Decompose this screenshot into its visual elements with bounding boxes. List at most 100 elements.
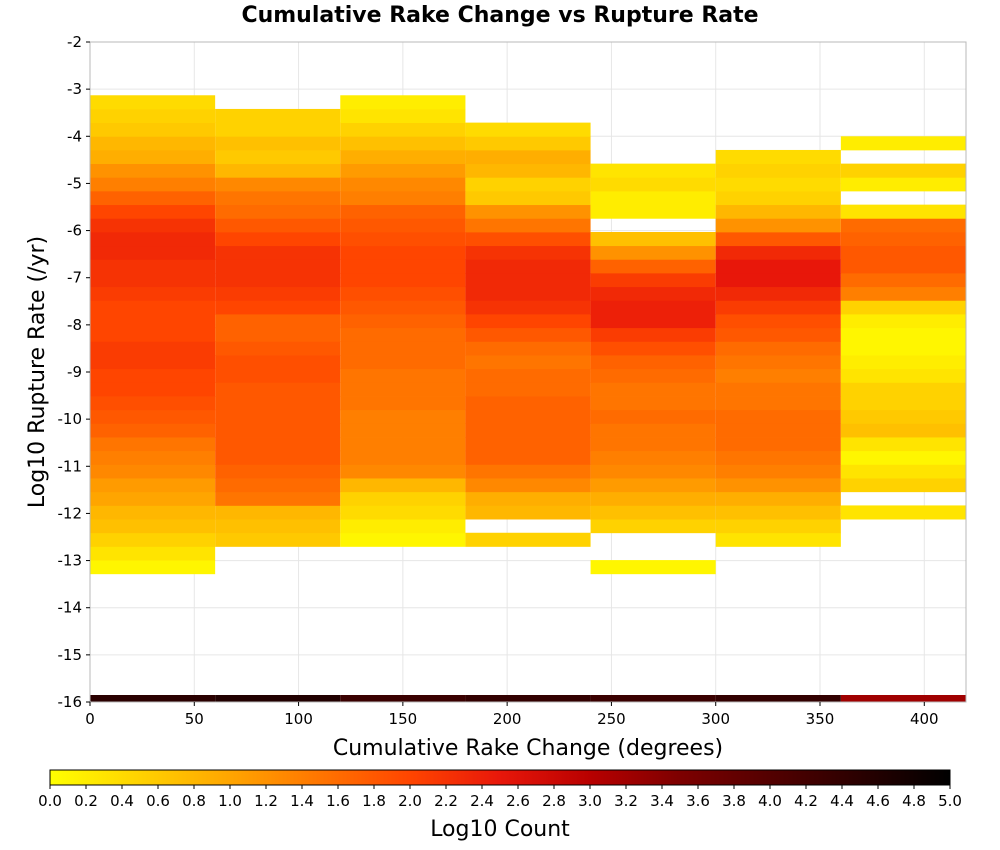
x-tick-label: 250 [597, 710, 626, 728]
heatmap-cell [465, 450, 591, 465]
heatmap-cell [715, 218, 841, 233]
heatmap-cell [465, 149, 591, 165]
heatmap-cell [715, 450, 841, 465]
heatmap-cell-bottom [340, 695, 466, 702]
heatmap-cell [715, 368, 841, 383]
heatmap-cell [715, 437, 841, 452]
heatmap-cell [90, 286, 216, 301]
heatmap-cell [840, 437, 966, 452]
heatmap-cell [465, 259, 591, 274]
heatmap-cell [90, 122, 216, 137]
heatmap-cell [215, 450, 341, 465]
heatmap-cell [590, 286, 716, 301]
heatmap-cell [840, 136, 966, 151]
heatmap-cell [590, 437, 716, 452]
heatmap-cell-bottom [215, 695, 341, 702]
heatmap-cell [465, 532, 591, 547]
colorbar-tick-label: 4.4 [830, 792, 854, 810]
heatmap-cell [90, 327, 216, 342]
heatmap-cell [840, 355, 966, 370]
heatmap-cell [715, 478, 841, 493]
heatmap-cell [590, 478, 716, 493]
heatmap-cell [215, 314, 341, 329]
heatmap-cell [340, 95, 466, 110]
heatmap-cell [465, 163, 591, 178]
heatmap-cell [340, 341, 466, 356]
heatmap-cell [590, 396, 716, 411]
heatmap-cell [590, 177, 716, 192]
heatmap-cell [90, 382, 216, 397]
heatmap-cell [215, 190, 341, 206]
y-tick-label: -16 [58, 693, 83, 711]
x-tick-label: 400 [910, 710, 939, 728]
colorbar-tick-label: 0.8 [182, 792, 206, 810]
x-tick-label: 150 [389, 710, 418, 728]
heatmap-cell [840, 464, 966, 479]
heatmap-cell [340, 464, 466, 479]
heatmap-cell [340, 218, 466, 233]
heatmap-cell [840, 382, 966, 397]
heatmap-cell [715, 532, 841, 547]
heatmap-cell [90, 409, 216, 424]
heatmap-cell [465, 478, 591, 493]
heatmap-cell [90, 108, 216, 124]
colorbar-label: Log10 Count [430, 817, 570, 842]
heatmap-cell [90, 314, 216, 329]
heatmap-cell [90, 341, 216, 356]
heatmap-cell [465, 437, 591, 452]
heatmap-cell [590, 190, 716, 206]
heatmap-cell [840, 314, 966, 329]
heatmap-cell [840, 478, 966, 493]
heatmap-cell [215, 231, 341, 247]
colorbar-tick-label: 1.8 [362, 792, 386, 810]
heatmap-cell [590, 259, 716, 274]
heatmap-cell [215, 122, 341, 137]
heatmap-cell [840, 300, 966, 315]
heatmap-cell [215, 177, 341, 192]
heatmap-cell [90, 519, 216, 534]
y-tick-label: -12 [58, 504, 83, 522]
heatmap-cell [590, 560, 716, 575]
y-tick-label: -6 [67, 222, 82, 240]
heatmap-cell [90, 149, 216, 165]
colorbar-tick-label: 3.6 [686, 792, 710, 810]
colorbar-tick-label: 4.0 [758, 792, 782, 810]
heatmap-cell [590, 409, 716, 424]
heatmap-cell [90, 464, 216, 479]
colorbar-tick-label: 2.8 [542, 792, 566, 810]
heatmap-cell [215, 423, 341, 438]
heatmap-cell [90, 245, 216, 260]
heatmap-cell [590, 341, 716, 356]
heatmap-cell [715, 341, 841, 356]
heatmap-cell [590, 163, 716, 178]
heatmap-cell [340, 478, 466, 493]
heatmap-cell [465, 327, 591, 342]
heatmap-cell [215, 505, 341, 520]
heatmap-cell [715, 355, 841, 370]
heatmap-cell [90, 136, 216, 151]
x-tick-label: 0 [85, 710, 95, 728]
heatmap-cell [215, 136, 341, 151]
heatmap-cell-bottom [90, 695, 216, 702]
heatmap-cell [715, 259, 841, 274]
heatmap-cell [715, 204, 841, 219]
heatmap-cell [90, 204, 216, 219]
heatmap-cell [840, 259, 966, 274]
heatmap-cell [340, 355, 466, 370]
heatmap-cell [465, 491, 591, 506]
heatmap-cell [465, 409, 591, 424]
x-tick-label: 350 [806, 710, 835, 728]
y-tick-label: -7 [67, 269, 82, 287]
heatmap-cell [840, 231, 966, 247]
heatmap-cell [465, 396, 591, 411]
heatmap-cell [90, 491, 216, 506]
y-tick-label: -15 [58, 646, 83, 664]
heatmap-cell [215, 368, 341, 383]
heatmap-cell [340, 505, 466, 520]
heatmap-cell [90, 95, 216, 110]
colorbar-tick-label: 0.6 [146, 792, 170, 810]
heatmap-cell [715, 464, 841, 479]
heatmap-cell-bottom [715, 695, 841, 702]
heatmap-cell [715, 177, 841, 192]
